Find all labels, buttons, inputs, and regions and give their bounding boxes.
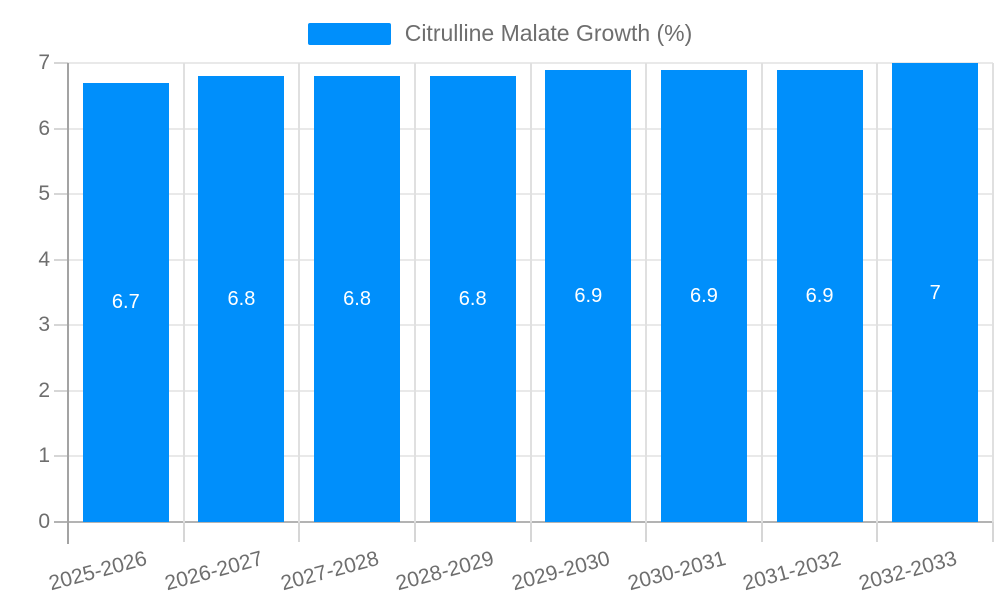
bar[interactable]: [545, 69, 632, 522]
x-axis-tick: [413, 522, 416, 542]
x-axis-label: 2031-2032: [740, 547, 844, 596]
bar-value-label: 6.8: [227, 288, 256, 311]
x-axis-line: [54, 521, 993, 523]
x-axis-tick: [760, 522, 763, 542]
x-axis-label: 2030-2031: [624, 547, 728, 596]
x-axis-label: 2025-2026: [46, 547, 150, 596]
y-axis-label: 6: [38, 116, 50, 140]
x-axis-tick: [182, 522, 185, 542]
v-gridline: [182, 63, 185, 522]
bar[interactable]: [314, 76, 401, 522]
v-gridline: [992, 63, 994, 522]
y-axis-tick: [54, 389, 68, 392]
v-gridline: [760, 63, 763, 522]
x-axis-tick: [298, 522, 301, 542]
y-axis-label: 5: [38, 182, 50, 206]
bar-value-label: 6.8: [458, 288, 487, 311]
legend-swatch: [307, 22, 391, 45]
v-gridline: [876, 63, 879, 522]
y-axis-label: 0: [38, 510, 50, 533]
legend-label: Citrulline Malate Growth (%): [404, 20, 693, 46]
y-axis-tick: [54, 193, 68, 196]
y-axis-tick: [54, 455, 68, 458]
x-axis-label: 2027-2028: [278, 547, 382, 596]
bar-value-label: 6.9: [690, 284, 718, 307]
bar-value-label: 6.7: [111, 291, 140, 314]
x-axis-tick: [645, 522, 648, 542]
y-axis-label: 7: [38, 51, 50, 74]
y-axis-line: [67, 63, 69, 544]
bar[interactable]: [82, 82, 169, 522]
v-gridline: [645, 63, 648, 522]
x-axis-tick: [529, 522, 532, 542]
y-axis-tick: [54, 258, 68, 261]
x-axis-label: 2028-2029: [393, 547, 497, 596]
bar[interactable]: [429, 76, 516, 522]
bar[interactable]: [198, 76, 285, 522]
v-gridline: [529, 63, 532, 522]
x-axis-tick: [876, 522, 879, 542]
bar[interactable]: [776, 69, 863, 522]
y-axis-label: 2: [38, 378, 50, 402]
v-gridline: [413, 63, 416, 522]
y-axis-tick: [54, 127, 68, 130]
y-axis-label: 1: [38, 444, 50, 468]
bar-value-label: 6.9: [574, 284, 603, 307]
bar-value-label: 6.9: [805, 284, 834, 307]
bar[interactable]: [660, 69, 747, 522]
x-axis-tick: [992, 522, 994, 542]
bar[interactable]: [892, 63, 979, 522]
bar-value-label: 7: [929, 281, 941, 304]
x-axis-label: 2029-2030: [509, 547, 613, 596]
y-axis-label: 3: [38, 313, 50, 337]
x-axis-label: 2032-2033: [856, 547, 960, 596]
y-axis-tick: [54, 62, 68, 64]
y-axis-tick: [54, 324, 68, 327]
bar-value-label: 6.8: [343, 288, 371, 311]
v-gridline: [298, 63, 301, 522]
x-axis-label: 2026-2027: [162, 547, 266, 596]
chart-legend[interactable]: Citrulline Malate Growth (%): [0, 20, 1000, 47]
y-axis-label: 4: [38, 247, 50, 271]
